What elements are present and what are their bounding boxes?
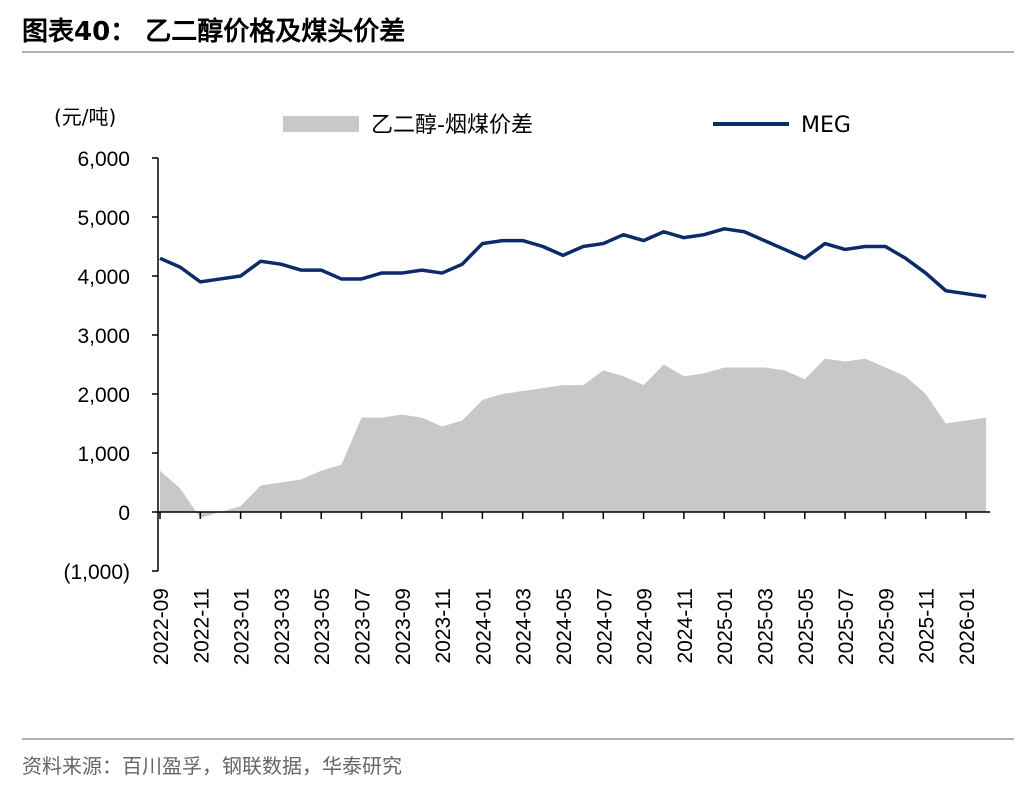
x-tick-label: 2025-03 bbox=[755, 588, 778, 665]
x-tick-label: 2025-01 bbox=[714, 588, 737, 665]
x-tick-label: 2025-11 bbox=[916, 588, 939, 664]
x-tick-label: 2022-09 bbox=[150, 588, 173, 665]
x-tick-label: 2024-07 bbox=[593, 588, 616, 665]
x-tick-label: 2022-11 bbox=[190, 588, 213, 664]
x-tick-label: 2023-01 bbox=[231, 588, 254, 665]
y-tick-label: 1,000 bbox=[77, 443, 130, 466]
x-tick-label: 2024-09 bbox=[634, 588, 657, 665]
y-tick-label: (1,000) bbox=[63, 561, 130, 584]
x-tick-label: 2023-11 bbox=[432, 588, 455, 664]
x-tick-label: 2024-05 bbox=[553, 588, 576, 665]
x-tick-label: 2025-09 bbox=[875, 588, 898, 665]
x-tick-label: 2023-07 bbox=[352, 588, 375, 665]
x-tick-label: 2023-05 bbox=[311, 588, 334, 665]
y-tick-label: 3,000 bbox=[77, 325, 130, 348]
y-tick-label: 5,000 bbox=[77, 207, 130, 230]
y-tick-label: 6,000 bbox=[77, 148, 130, 171]
x-tick-label: 2024-01 bbox=[472, 588, 495, 665]
x-tick-label: 2026-01 bbox=[956, 588, 979, 665]
x-tick-label: 2023-09 bbox=[392, 588, 415, 665]
line bbox=[159, 227, 987, 299]
x-tick-label: 2024-03 bbox=[513, 588, 536, 665]
x-tick-label: 2023-03 bbox=[271, 588, 294, 665]
title: 图表40： 乙二醇价格及煤头价差 bbox=[22, 16, 405, 47]
y-unit: (元/吨) bbox=[54, 105, 116, 129]
y-tick-label: 2,000 bbox=[77, 384, 130, 407]
x-tick-label: 2025-05 bbox=[795, 588, 818, 665]
x-tick-label: 2024-11 bbox=[674, 588, 697, 664]
y-tick-label: 0 bbox=[118, 502, 130, 525]
y-tick-label: 4,000 bbox=[77, 266, 130, 289]
x-tick-label: 2025-07 bbox=[835, 588, 858, 665]
legend-label: MEG bbox=[801, 113, 851, 138]
legend-label: 乙二醇-烟煤价差 bbox=[371, 113, 533, 138]
legend-swatch bbox=[283, 116, 359, 132]
source: 资料来源：百川盈孚，钢联数据，华泰研究 bbox=[22, 754, 402, 778]
area bbox=[160, 358, 987, 518]
